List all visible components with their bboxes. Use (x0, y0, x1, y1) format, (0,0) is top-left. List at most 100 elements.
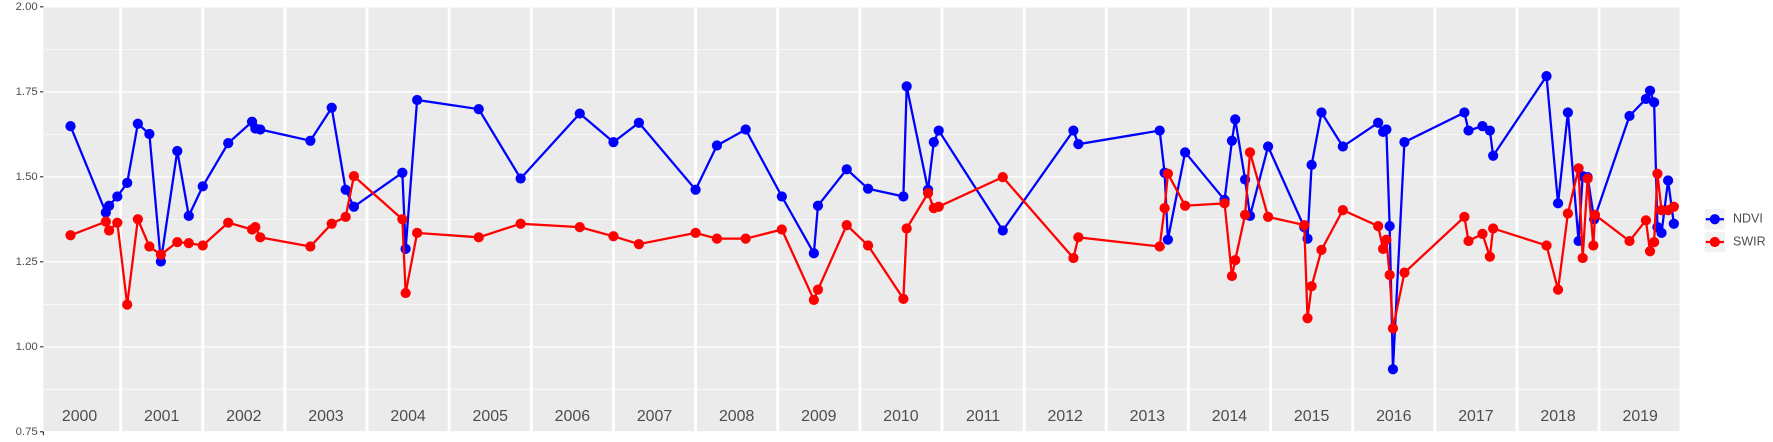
point (183, 237, 194, 249)
point (1668, 218, 1679, 229)
point (1640, 93, 1652, 105)
point (155, 249, 166, 260)
year-label: 2007 (637, 408, 673, 425)
point (100, 216, 111, 227)
point (1577, 252, 1588, 264)
point (1484, 125, 1495, 136)
point (1299, 219, 1310, 231)
year-label: 2004 (390, 408, 426, 425)
point (515, 173, 526, 184)
legend-label: SWIR (1733, 234, 1766, 248)
point (1068, 252, 1079, 264)
point (1244, 147, 1256, 158)
point (1589, 209, 1601, 220)
point (1302, 313, 1313, 324)
year-label: 2018 (1540, 408, 1576, 425)
point (1541, 71, 1552, 82)
point (1306, 159, 1317, 171)
y-tick-label: 2.00 (16, 1, 38, 13)
point (1624, 235, 1635, 247)
point (1459, 107, 1470, 118)
point (172, 236, 183, 248)
year-label: 2015 (1294, 408, 1330, 425)
point (1073, 232, 1084, 243)
point (1668, 201, 1679, 212)
point (862, 183, 874, 194)
point (1226, 135, 1238, 146)
point (711, 233, 723, 244)
point (1463, 125, 1474, 136)
point (144, 241, 155, 252)
year-label: 2003 (308, 408, 344, 425)
point (1219, 198, 1230, 209)
y-tick-label: 1.50 (16, 171, 38, 183)
point (1573, 163, 1584, 174)
point (740, 124, 751, 135)
point (1562, 107, 1574, 118)
point (172, 145, 183, 157)
year-label: 2005 (473, 408, 509, 425)
point (305, 241, 316, 252)
point (197, 181, 208, 192)
point (255, 124, 266, 135)
point (633, 238, 645, 250)
point (1162, 234, 1173, 245)
point (104, 200, 115, 211)
y-tick-label: 1.75 (16, 86, 38, 98)
point (223, 217, 234, 228)
point (1644, 246, 1656, 257)
point (1399, 267, 1410, 278)
point (1377, 243, 1389, 254)
point (997, 172, 1008, 183)
year-label: 2006 (555, 408, 591, 425)
point (776, 191, 787, 202)
point (340, 184, 351, 195)
point (1582, 173, 1593, 184)
point (326, 218, 337, 229)
point (65, 121, 76, 132)
legend-point (1709, 214, 1720, 225)
point (515, 218, 526, 229)
point (1262, 211, 1274, 223)
point (326, 102, 337, 113)
point (1484, 251, 1495, 262)
point (574, 222, 585, 233)
point (740, 233, 751, 244)
year-label: 2014 (1212, 408, 1248, 425)
point (183, 210, 194, 222)
point (144, 128, 155, 140)
point (862, 240, 874, 251)
point (898, 293, 909, 304)
year-label: 2017 (1458, 408, 1494, 425)
year-label: 2011 (966, 408, 1000, 425)
point (1337, 205, 1348, 216)
year-label: 2001 (144, 408, 180, 425)
point (812, 284, 824, 295)
point (400, 287, 411, 299)
point (1373, 117, 1384, 128)
point (1562, 208, 1574, 219)
point (1230, 254, 1241, 266)
point (812, 200, 824, 211)
point (922, 188, 934, 199)
point (132, 118, 143, 129)
point (1262, 141, 1274, 152)
point (412, 227, 423, 239)
point (1162, 168, 1173, 179)
point (132, 214, 143, 225)
point (412, 94, 423, 106)
point (608, 137, 619, 148)
legend-label: NDVI (1733, 212, 1763, 226)
point (1541, 240, 1552, 251)
point (1180, 147, 1191, 158)
point (400, 243, 411, 254)
year-label: 2016 (1376, 408, 1412, 425)
point (250, 222, 261, 233)
point (1154, 241, 1165, 252)
point (776, 224, 787, 235)
point (690, 227, 701, 239)
point (1552, 284, 1564, 295)
point (808, 248, 819, 259)
point (1226, 270, 1238, 282)
point (1373, 220, 1384, 232)
